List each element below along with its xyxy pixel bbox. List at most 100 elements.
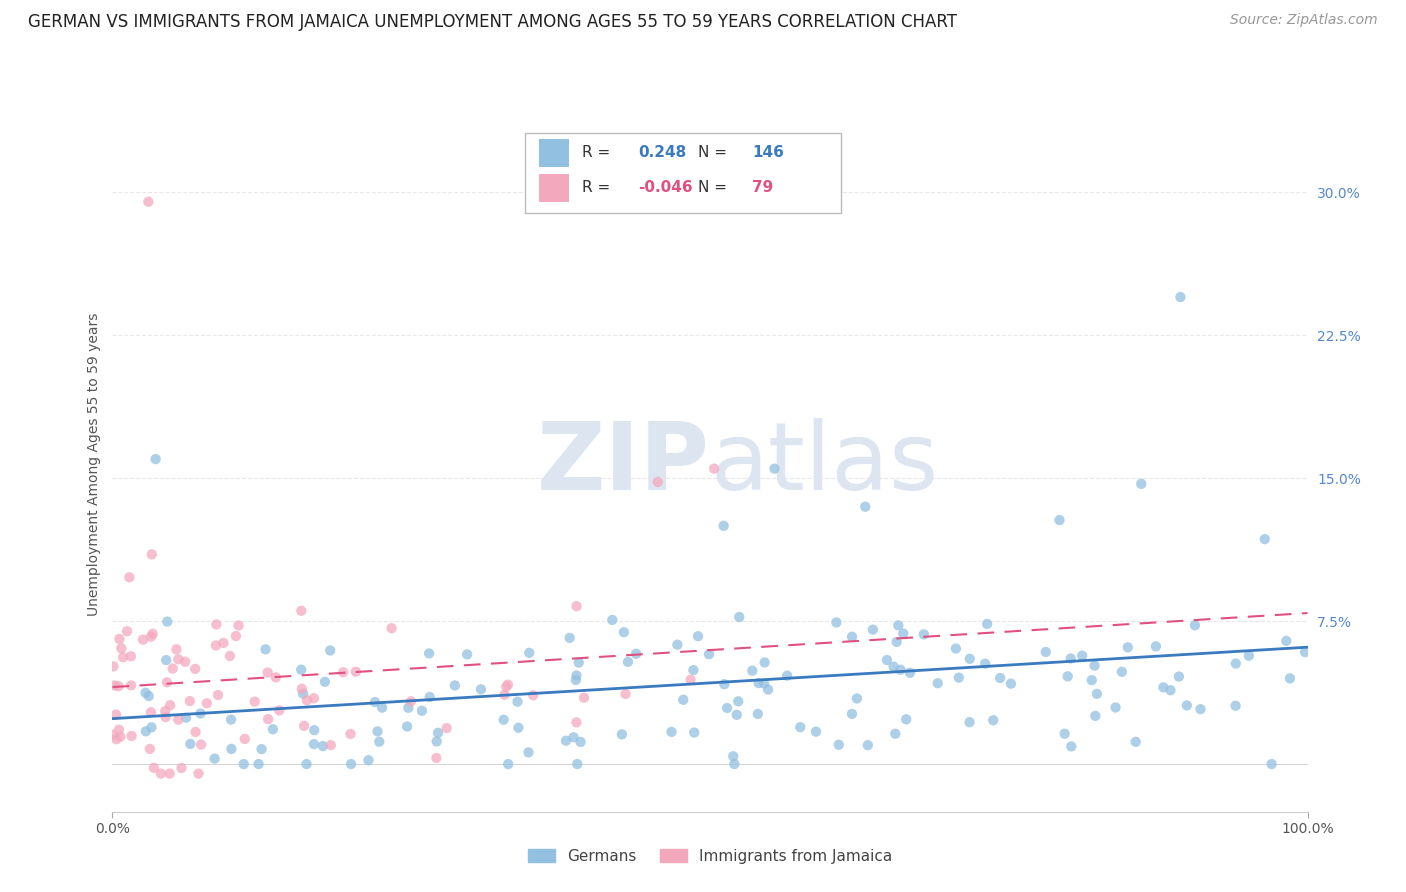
Point bbox=[254, 642, 277, 657]
Point bbox=[262, 723, 284, 737]
Point bbox=[1084, 709, 1107, 723]
Point bbox=[697, 647, 720, 661]
Point bbox=[179, 694, 201, 708]
Point bbox=[617, 655, 640, 669]
Point bbox=[679, 673, 702, 687]
Point bbox=[1167, 669, 1189, 683]
Point bbox=[1060, 739, 1083, 754]
Point bbox=[886, 635, 908, 649]
Point bbox=[713, 518, 735, 533]
Point bbox=[292, 687, 315, 701]
Point bbox=[444, 678, 467, 692]
Point bbox=[149, 766, 172, 780]
Point bbox=[399, 694, 422, 708]
Point bbox=[367, 724, 389, 739]
Point bbox=[856, 738, 879, 752]
Point bbox=[135, 724, 157, 739]
Point bbox=[948, 671, 970, 685]
Point bbox=[139, 630, 162, 644]
Point bbox=[565, 599, 588, 614]
Point bbox=[756, 682, 779, 697]
Point bbox=[371, 700, 394, 714]
Point bbox=[728, 610, 751, 624]
Point bbox=[228, 618, 250, 632]
Point bbox=[132, 632, 155, 647]
Text: N =: N = bbox=[697, 145, 733, 161]
Point bbox=[332, 665, 354, 680]
Point bbox=[139, 742, 162, 756]
Point bbox=[142, 627, 165, 641]
Point bbox=[396, 719, 419, 733]
Point bbox=[959, 715, 981, 730]
Point bbox=[121, 729, 143, 743]
Text: 146: 146 bbox=[752, 145, 783, 161]
Point bbox=[748, 676, 770, 690]
Point bbox=[522, 688, 544, 702]
Point bbox=[613, 625, 636, 640]
Point bbox=[247, 757, 270, 772]
Point bbox=[142, 761, 165, 775]
Text: R =: R = bbox=[582, 180, 616, 195]
Point bbox=[108, 723, 131, 737]
Point bbox=[713, 677, 735, 691]
Point bbox=[884, 727, 907, 741]
Point bbox=[312, 739, 335, 753]
Point bbox=[134, 686, 156, 700]
Point bbox=[187, 766, 209, 780]
Point bbox=[517, 746, 540, 760]
Point bbox=[219, 648, 242, 663]
Point bbox=[138, 194, 160, 209]
FancyBboxPatch shape bbox=[524, 134, 841, 213]
Point bbox=[105, 707, 128, 722]
Point bbox=[138, 689, 160, 703]
Point bbox=[1049, 513, 1071, 527]
Point bbox=[232, 757, 254, 772]
Point bbox=[959, 652, 981, 666]
Point bbox=[565, 668, 588, 682]
Point bbox=[887, 618, 910, 632]
Text: ZIP: ZIP bbox=[537, 417, 710, 510]
Point bbox=[927, 676, 949, 690]
Point bbox=[1225, 698, 1247, 713]
Point bbox=[898, 665, 921, 680]
Point bbox=[686, 629, 709, 643]
Point bbox=[290, 663, 312, 677]
Point bbox=[155, 653, 177, 667]
Point bbox=[741, 664, 763, 678]
Point bbox=[661, 725, 683, 739]
Point bbox=[110, 730, 132, 744]
Point bbox=[120, 649, 142, 664]
Point bbox=[912, 627, 935, 641]
Point bbox=[170, 761, 193, 775]
Point bbox=[876, 653, 898, 667]
Point bbox=[976, 616, 998, 631]
Point bbox=[368, 735, 391, 749]
Point bbox=[184, 725, 207, 739]
Point bbox=[418, 647, 440, 661]
Point bbox=[145, 452, 167, 467]
Point bbox=[1071, 648, 1094, 663]
Point bbox=[219, 713, 242, 727]
Point bbox=[184, 662, 207, 676]
Point bbox=[558, 631, 581, 645]
Point bbox=[112, 650, 135, 665]
Point bbox=[436, 721, 458, 735]
Point bbox=[179, 737, 201, 751]
Point bbox=[165, 642, 187, 657]
Text: -0.046: -0.046 bbox=[638, 180, 693, 195]
Point bbox=[212, 636, 235, 650]
Point bbox=[153, 704, 176, 718]
Point bbox=[156, 615, 179, 629]
Point bbox=[945, 641, 967, 656]
Point bbox=[565, 673, 588, 687]
Point bbox=[727, 694, 749, 708]
Point bbox=[883, 659, 905, 673]
Point bbox=[723, 757, 745, 772]
Point bbox=[456, 648, 478, 662]
Text: R =: R = bbox=[582, 145, 616, 161]
Point bbox=[120, 678, 142, 692]
Point bbox=[1237, 648, 1260, 663]
Point bbox=[492, 713, 515, 727]
Point bbox=[159, 698, 181, 713]
Point bbox=[344, 665, 367, 679]
